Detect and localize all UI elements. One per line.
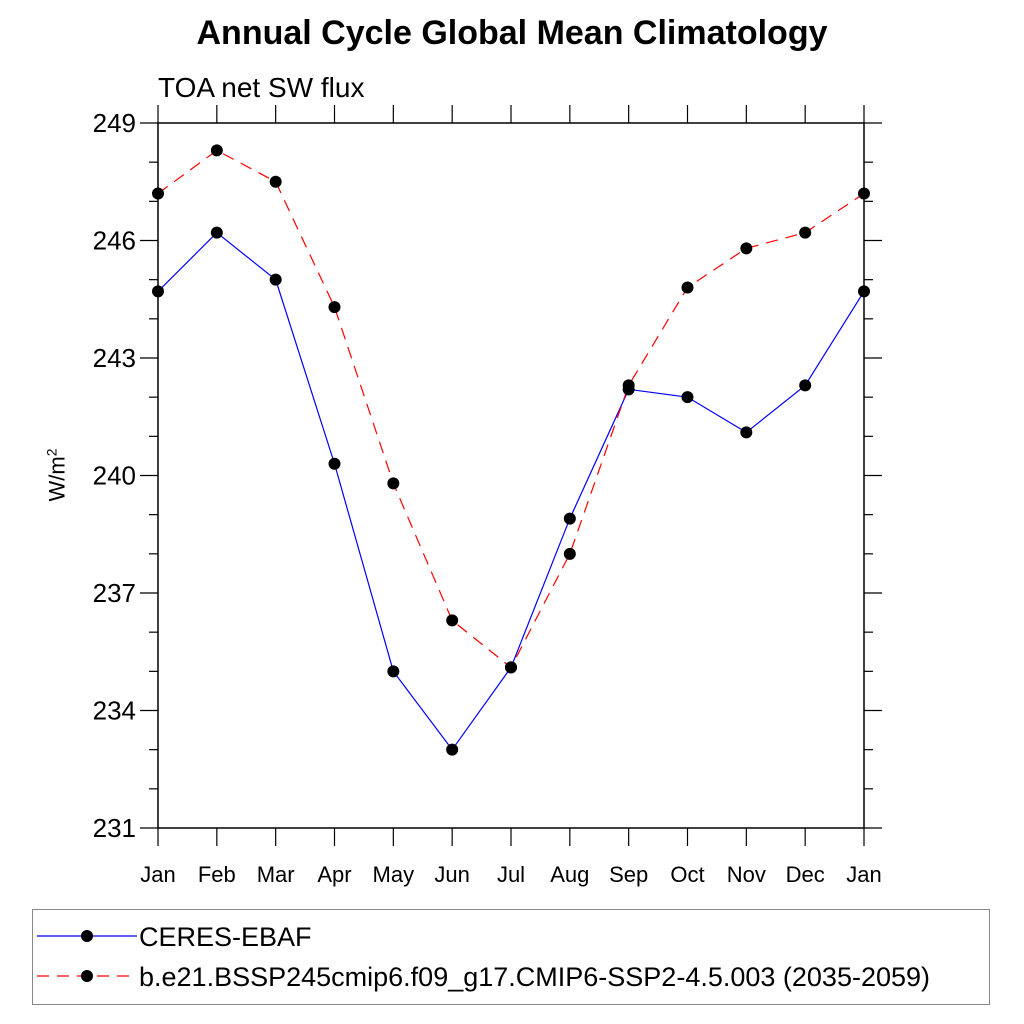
x-tick-label-5: Jun — [434, 862, 469, 887]
series-1-point-11 — [799, 226, 812, 239]
y-tick-label-5: 246 — [93, 226, 136, 256]
series-0-point-4 — [387, 665, 400, 678]
series-0-point-10 — [740, 426, 753, 439]
series-1-point-6 — [505, 661, 517, 674]
y-tick-label-0: 231 — [93, 813, 136, 843]
legend: CERES-EBAF b.e21.BSSP245cmip6.f09_g17.CM… — [32, 909, 990, 1005]
series-0-point-0 — [152, 285, 164, 298]
legend-entry-0: CERES-EBAF — [33, 918, 989, 954]
chart-subtitle: TOA net SW flux — [158, 72, 365, 103]
x-tick-label-1: Feb — [198, 862, 236, 887]
series-1-point-9 — [681, 281, 694, 294]
series-1-point-10 — [740, 242, 753, 255]
y-tick-label-4: 243 — [93, 343, 136, 373]
legend-label-1: b.e21.BSSP245cmip6.f09_g17.CMIP6-SSP2-4.… — [139, 962, 931, 992]
series-1-point-0 — [152, 187, 164, 200]
series-1-point-2 — [269, 175, 282, 188]
series-1-point-3 — [328, 301, 341, 314]
x-tick-label-12: Jan — [846, 862, 881, 887]
y-tick-label-2: 237 — [93, 578, 136, 608]
x-tick-label-0: Jan — [140, 862, 175, 887]
x-tick-label-2: Mar — [257, 862, 295, 887]
series-1-point-7 — [563, 547, 576, 560]
series-1-point-12 — [858, 187, 870, 200]
x-tick-label-4: May — [373, 862, 415, 887]
series-1-point-4 — [387, 477, 400, 490]
y-tick-label-6: 249 — [93, 108, 136, 138]
series-0-point-9 — [681, 391, 694, 404]
legend-entry-1: b.e21.BSSP245cmip6.f09_g17.CMIP6-SSP2-4.… — [33, 958, 989, 994]
series-0-point-5 — [446, 743, 459, 756]
y-tick-label-1: 234 — [93, 696, 136, 726]
series-0-point-1 — [210, 226, 223, 239]
plot-frame — [157, 122, 865, 829]
legend-symbol-0 — [37, 930, 137, 942]
series-1-point-8 — [622, 379, 635, 392]
series-0-point-12 — [858, 285, 870, 298]
x-tick-label-11: Dec — [786, 862, 825, 887]
x-tick-label-8: Sep — [609, 862, 648, 887]
x-tick-label-9: Oct — [670, 862, 704, 887]
series-0-point-7 — [563, 512, 576, 525]
x-tick-label-10: Nov — [727, 862, 766, 887]
y-tick-label-3: 240 — [93, 461, 136, 491]
series-1-point-1 — [210, 144, 223, 157]
legend-symbol-1 — [37, 970, 137, 982]
chart-title: Annual Cycle Global Mean Climatology — [196, 14, 828, 52]
series-0-point-3 — [328, 457, 341, 470]
x-tick-label-3: Apr — [317, 862, 351, 887]
x-tick-label-6: Jul — [497, 862, 525, 887]
series-0-point-2 — [269, 273, 282, 286]
series-1-point-5 — [446, 614, 459, 627]
series-line-1 — [157, 149, 865, 669]
series-0-point-11 — [799, 379, 812, 392]
x-tick-label-7: Aug — [550, 862, 589, 887]
plot-area: 231 234 237 240 243 246 249 Jan Feb Mar Apr May Jun J… — [93, 105, 882, 887]
legend-label-0: CERES-EBAF — [139, 922, 312, 952]
